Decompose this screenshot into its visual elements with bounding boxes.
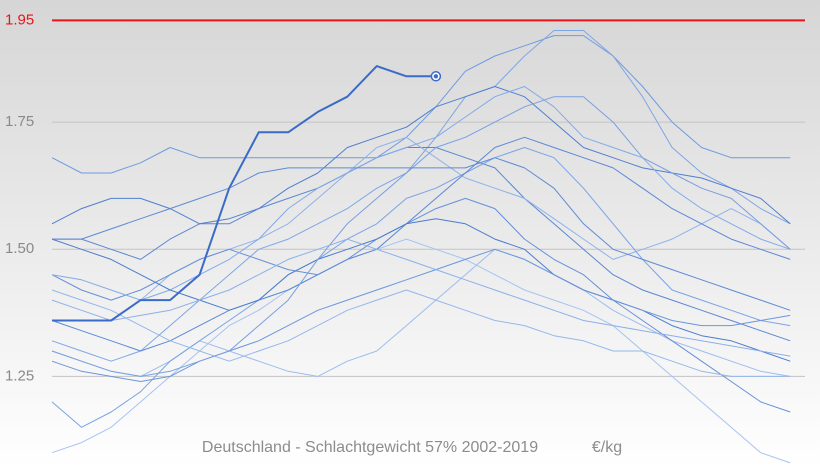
series-line — [52, 157, 791, 311]
series-line — [51, 35, 791, 174]
series-line — [51, 238, 791, 464]
grid: 1.25 1.50 1.75 1.95 — [5, 11, 805, 384]
series-line — [51, 248, 791, 382]
chart-title: Deutschland - Schlachtgewicht 57% 2002-2… — [202, 439, 538, 456]
unit-label: €/kg — [592, 439, 622, 456]
series-line — [52, 238, 791, 357]
series-line — [51, 289, 791, 377]
y-tick-label: 1.25 — [5, 367, 34, 384]
end-marker-dot — [433, 74, 439, 79]
series-line — [52, 65, 436, 322]
series-line — [51, 86, 791, 225]
series-line — [51, 218, 791, 362]
series-line — [51, 136, 791, 352]
series-line — [51, 197, 791, 413]
y-tick-label: 1.75 — [5, 113, 34, 130]
series-line — [51, 147, 791, 428]
series-line — [51, 86, 791, 301]
y-tick-label: 1.50 — [5, 240, 34, 257]
series-line — [51, 30, 791, 362]
reference-label: 1.95 — [5, 11, 34, 28]
series-line — [51, 96, 791, 377]
lines — [51, 30, 791, 464]
